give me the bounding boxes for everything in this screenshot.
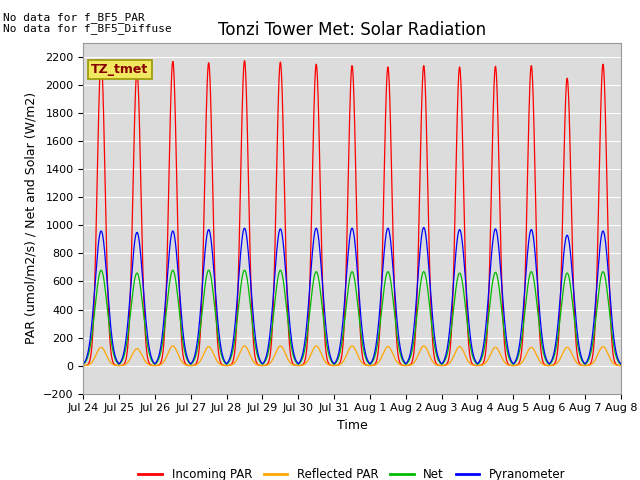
Line: Pyranometer: Pyranometer (83, 228, 621, 364)
Line: Net: Net (83, 270, 621, 364)
Incoming PAR (472, 363, 480, 369)
X-axis label: Time: Time (337, 419, 367, 432)
Pyranometer (332, 359, 340, 365)
Reflected PAR (169, 343, 177, 349)
Incoming PAR (443, 361, 451, 367)
Incoming PAR (97, 57, 105, 63)
Pyranometer (472, 360, 480, 365)
Pyranometer (420, 225, 428, 230)
Text: TZ_tmet: TZ_tmet (92, 63, 148, 76)
Reflected PAR (79, 363, 87, 369)
Y-axis label: PAR (umol/m2/s) / Net and Solar (W/m2): PAR (umol/m2/s) / Net and Solar (W/m2) (24, 92, 37, 345)
Pyranometer (617, 361, 625, 367)
Incoming PAR (503, 358, 511, 364)
Net (176, 315, 184, 321)
Title: Tonzi Tower Met: Solar Radiation: Tonzi Tower Met: Solar Radiation (218, 21, 486, 39)
Text: No data for f_BF5_Diffuse: No data for f_BF5_Diffuse (3, 23, 172, 34)
Reflected PAR (503, 361, 511, 367)
Legend: Incoming PAR, Reflected PAR, Net, Pyranometer: Incoming PAR, Reflected PAR, Net, Pyrano… (134, 463, 570, 480)
Net (473, 361, 481, 367)
Net (503, 348, 511, 353)
Reflected PAR (443, 362, 451, 368)
Incoming PAR (617, 363, 625, 369)
Reflected PAR (472, 363, 480, 369)
Incoming PAR (616, 363, 624, 369)
Net (115, 361, 123, 367)
Line: Incoming PAR: Incoming PAR (83, 60, 621, 366)
Pyranometer (503, 339, 511, 345)
Net (616, 361, 624, 367)
Incoming PAR (176, 302, 184, 308)
Reflected PAR (332, 362, 340, 368)
Net (79, 361, 87, 367)
Net (443, 353, 451, 359)
Net (97, 267, 105, 273)
Pyranometer (616, 360, 624, 366)
Text: No data for f_BF5_PAR: No data for f_BF5_PAR (3, 12, 145, 23)
Pyranometer (443, 348, 451, 354)
Net (332, 360, 340, 366)
Pyranometer (545, 361, 553, 367)
Reflected PAR (617, 363, 625, 369)
Net (617, 361, 625, 367)
Pyranometer (176, 293, 184, 299)
Incoming PAR (79, 363, 87, 369)
Incoming PAR (332, 363, 340, 369)
Reflected PAR (176, 356, 184, 361)
Line: Reflected PAR: Reflected PAR (83, 346, 621, 366)
Reflected PAR (616, 363, 624, 369)
Pyranometer (79, 361, 87, 367)
